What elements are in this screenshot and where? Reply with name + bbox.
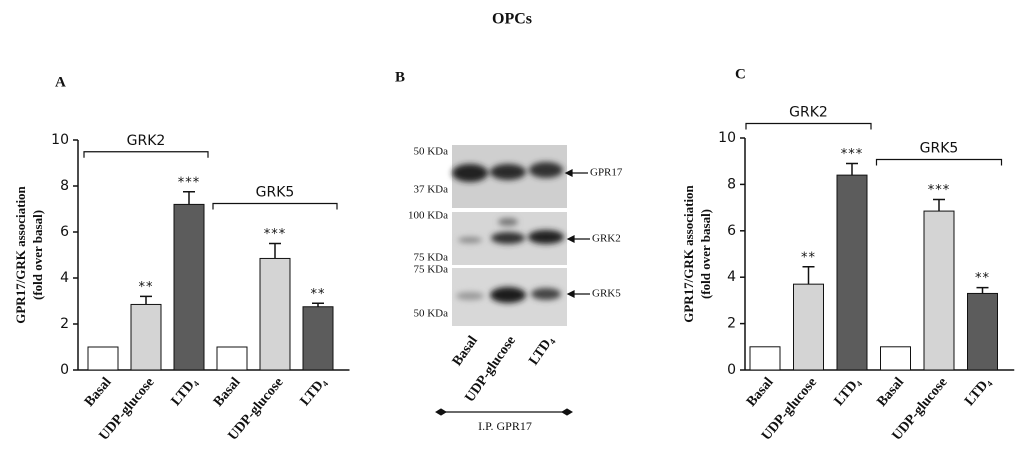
marker-label: 75 KDa — [413, 252, 448, 264]
lane-label: LTD₄ — [526, 333, 557, 368]
bar — [923, 210, 955, 371]
y-axis-label: (fold over basal) — [698, 209, 713, 299]
y-tick-label: 6 — [60, 224, 69, 240]
x-tick-label: Basal — [744, 375, 777, 410]
significance: *** — [264, 227, 287, 242]
marker-label: 37 KDa — [413, 184, 448, 196]
marker-label: 50 KDa — [413, 308, 448, 320]
protein-arrows — [564, 169, 590, 298]
error-bar — [183, 191, 195, 205]
ip-bracket — [435, 408, 573, 416]
group-bracket — [83, 151, 209, 158]
protein-label: GRK5 — [592, 288, 621, 300]
figure-title: OPCs — [492, 11, 532, 28]
x-tick-label: Basal — [211, 375, 244, 410]
ip-label: I.P. GPR17 — [478, 419, 532, 433]
error-bar — [269, 242, 281, 259]
bar — [259, 257, 291, 371]
y-axis-label: (fold over basal) — [30, 210, 45, 300]
bar — [173, 203, 205, 371]
y-tick-label: 8 — [727, 176, 736, 192]
y-tick-label: 2 — [60, 316, 69, 332]
y-tick-label: 6 — [727, 223, 736, 239]
x-tick-label: LTD₄ — [169, 374, 201, 409]
y-tick-label: 4 — [60, 270, 69, 286]
error-bar — [802, 266, 815, 285]
panel-label: C — [735, 66, 746, 82]
y-tick-label: 0 — [60, 362, 69, 378]
error-bar — [846, 162, 858, 176]
group-label: GRK2 — [127, 133, 166, 149]
bar — [87, 346, 119, 371]
x-tick-label: Basal — [82, 375, 115, 410]
significance: ** — [801, 250, 816, 265]
marker-label: 100 KDa — [408, 210, 448, 222]
x-tick-label: LTD₄ — [962, 374, 994, 409]
y-tick-label: 8 — [60, 178, 69, 194]
y-axis-label: GPR17/GRK association — [681, 184, 696, 322]
significance: *** — [928, 183, 951, 198]
bar — [793, 283, 824, 371]
y-tick-label: 0 — [727, 362, 736, 378]
x-tick-label: LTD₄ — [832, 374, 864, 409]
y-tick-label: 10 — [51, 132, 69, 148]
y-tick-label: 2 — [727, 316, 736, 332]
y-tick-label: 4 — [727, 269, 736, 285]
bar — [216, 346, 248, 371]
bar — [302, 306, 334, 371]
error-bar — [140, 295, 152, 305]
group-bracket — [212, 202, 338, 210]
significance: *** — [178, 175, 201, 190]
significance: ** — [311, 287, 326, 302]
bar — [749, 346, 781, 371]
protein-label: GRK2 — [592, 233, 621, 245]
group-label: GRK5 — [920, 140, 959, 156]
bar — [836, 174, 868, 371]
y-axis-label: GPR17/GRK association — [13, 185, 28, 323]
error-bar — [312, 302, 324, 307]
error-bar — [976, 286, 989, 294]
marker-label: 50 KDa — [413, 146, 448, 158]
bar — [880, 346, 911, 371]
bar — [967, 292, 998, 371]
x-tick-label: LTD₄ — [298, 374, 330, 409]
blot-bands — [452, 162, 564, 303]
y-tick-label: 10 — [718, 130, 736, 146]
panel-label: B — [395, 69, 405, 85]
lane-label: Basal — [450, 333, 481, 368]
marker-label: 75 KDa — [413, 264, 448, 276]
panel-label: A — [55, 74, 66, 90]
group-bracket — [875, 158, 1003, 166]
bar — [130, 303, 162, 371]
group-label: GRK5 — [256, 185, 295, 201]
x-tick-label: Basal — [875, 375, 908, 410]
group-bracket — [745, 122, 872, 130]
error-bar — [933, 198, 945, 212]
protein-label: GPR17 — [590, 167, 623, 179]
significance: ** — [139, 280, 154, 295]
group-label: GRK2 — [789, 105, 828, 121]
significance: *** — [841, 147, 864, 162]
significance: ** — [975, 271, 990, 286]
blot-panel: B 50 KDa 37 KDa 100 KDa 75 KDa 75 KDa 50… — [395, 69, 623, 432]
